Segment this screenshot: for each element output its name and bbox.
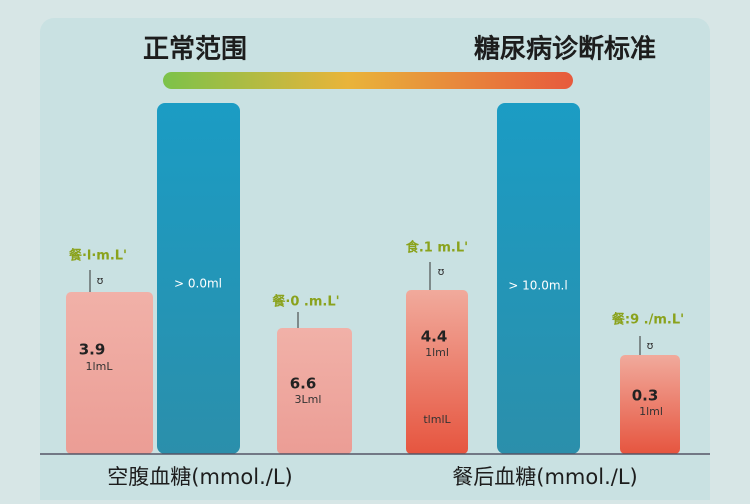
bar-unit: 1lmL xyxy=(86,360,114,373)
bar-value: 0.3 xyxy=(632,387,659,405)
bar-top-label: 餐·0 .m.L' xyxy=(271,294,339,310)
bar-unit: 3Lml xyxy=(295,393,322,406)
bar-value: 6.6 xyxy=(290,375,317,393)
bar-unit: 1lml xyxy=(639,405,663,418)
group-label: 空腹血糖(mmol./L) xyxy=(107,465,292,489)
bar-foot-text: tlmlL xyxy=(423,413,451,426)
range-bar xyxy=(163,72,573,89)
bar-top-label: 餐·l·m.L' xyxy=(68,248,127,264)
marker: ʊ xyxy=(438,265,445,278)
bar xyxy=(406,290,468,454)
bar-inner-text: > 0.0ml xyxy=(174,277,222,291)
right-title: 糖尿病诊断标准 xyxy=(474,34,656,65)
bar-top-label: 餐:9 ./m.L' xyxy=(611,312,684,328)
bar xyxy=(277,328,352,454)
marker: ʊ xyxy=(647,339,654,352)
marker: ʊ xyxy=(97,274,104,287)
bar xyxy=(157,103,240,454)
bar-top-label: 食.1 m.L' xyxy=(406,240,468,256)
bar-inner-text: > 10.0m.l xyxy=(508,279,567,293)
bar-unit: 1lml xyxy=(425,346,449,359)
group-label: 餐后血糖(mmol./L) xyxy=(452,465,637,489)
bar xyxy=(66,292,153,454)
bar-value: 4.4 xyxy=(421,328,448,346)
bar xyxy=(620,355,680,454)
bar xyxy=(497,103,580,454)
bar-value: 3.9 xyxy=(79,341,106,359)
left-title: 正常范围 xyxy=(143,35,247,65)
